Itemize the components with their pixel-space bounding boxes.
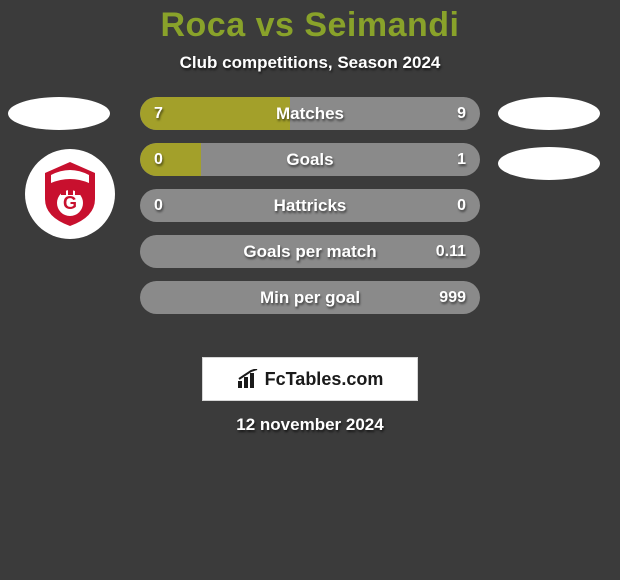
- brand-box: FcTables.com: [202, 357, 418, 401]
- svg-text:G: G: [63, 193, 77, 213]
- stat-label: Min per goal: [140, 288, 480, 308]
- stat-bar: 999Min per goal: [140, 281, 480, 314]
- stat-bar: 01Goals: [140, 143, 480, 176]
- player-left-placeholder: [8, 97, 110, 130]
- stat-bars: 79Matches 01Goals 00Hattricks 0.11Goals per…: [140, 97, 480, 314]
- footer-date: 12 november 2024: [236, 415, 383, 435]
- stat-label: Goals: [140, 150, 480, 170]
- page-title: Roca vs Seimandi: [160, 6, 459, 45]
- stat-bar: 0.11Goals per match: [140, 235, 480, 268]
- club-crest-icon: G: [35, 159, 105, 229]
- player-right-placeholder: [498, 97, 600, 130]
- bars-chart-icon: [237, 369, 259, 389]
- stat-label: Goals per match: [140, 242, 480, 262]
- page-subtitle: Club competitions, Season 2024: [180, 53, 441, 73]
- stat-label: Matches: [140, 104, 480, 124]
- stat-label: Hattricks: [140, 196, 480, 216]
- brand-text: FcTables.com: [265, 369, 384, 390]
- player-right-placeholder-2: [498, 147, 600, 180]
- club-badge-left: G: [25, 149, 115, 239]
- stat-bar: 79Matches: [140, 97, 480, 130]
- stat-bar: 00Hattricks: [140, 189, 480, 222]
